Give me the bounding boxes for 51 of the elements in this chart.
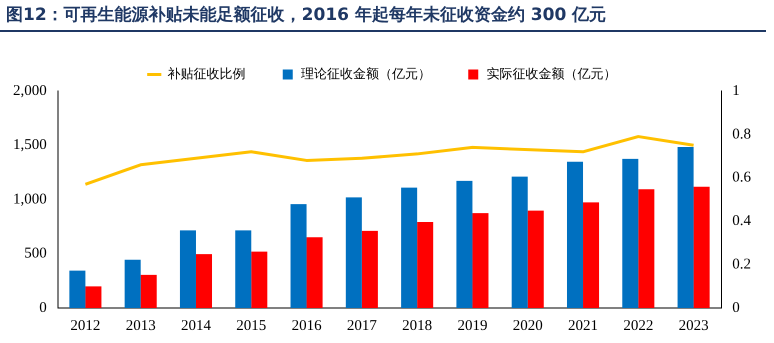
y2-tick-label: 0.4: [732, 213, 752, 230]
y2-tick-label: 1: [732, 82, 740, 99]
bar: [678, 146, 694, 308]
bar: [417, 222, 434, 308]
y2-tick-label: 0.6: [732, 170, 752, 186]
bar: [638, 189, 654, 308]
legend-label: 补贴征收比例: [167, 66, 246, 82]
x-tick-label: 2021: [568, 318, 598, 334]
x-tick-label: 2014: [180, 318, 212, 334]
legend-label: 理论征收金额（亿元）: [300, 66, 431, 82]
x-tick-label: 2013: [126, 318, 156, 334]
bar: [472, 213, 488, 308]
bar: [362, 230, 378, 308]
x-tick-label: 2023: [678, 318, 709, 334]
bar: [401, 188, 418, 308]
x-tick-label: 2019: [457, 318, 488, 334]
x-tick-label: 2018: [402, 318, 432, 334]
y-tick-label: 0: [39, 300, 47, 316]
x-tick-label: 2012: [70, 318, 100, 334]
bar: [69, 270, 86, 308]
x-tick-label: 2020: [512, 318, 543, 334]
bar: [235, 230, 252, 308]
x-tick-label: 2017: [346, 318, 378, 334]
bar: [694, 186, 710, 308]
y2-tick-label: 0.8: [732, 126, 751, 142]
bar: [622, 158, 638, 308]
bar: [566, 162, 584, 308]
y-tick-label: 500: [24, 246, 47, 262]
y-tick-label: 1,500: [13, 137, 47, 154]
y2-tick-label: 0.2: [732, 256, 751, 273]
bar: [85, 286, 102, 308]
bar: [196, 254, 212, 308]
chart-title: 图12：可再生能源补贴未能足额征收，2016 年起每年未征收资金约 300 亿元: [0, 0, 766, 32]
bar: [124, 260, 141, 308]
legend-label: 实际征收金额（亿元）: [486, 66, 616, 82]
x-tick-label: 2016: [292, 318, 322, 334]
y2-tick-label: 0: [732, 300, 740, 316]
bar: [456, 180, 472, 308]
bar: [528, 210, 544, 308]
bar: [180, 230, 196, 308]
y-tick-label: 1,000: [13, 191, 47, 208]
y-tick-label: 2,000: [13, 82, 47, 99]
bar: [290, 204, 307, 308]
bar: [140, 274, 157, 308]
bar: [583, 202, 600, 308]
bar: [251, 252, 268, 308]
bar: [512, 176, 528, 308]
x-tick-label: 2015: [236, 318, 266, 334]
bar: [346, 197, 362, 308]
x-tick-label: 2022: [623, 318, 654, 334]
bar: [306, 237, 323, 308]
